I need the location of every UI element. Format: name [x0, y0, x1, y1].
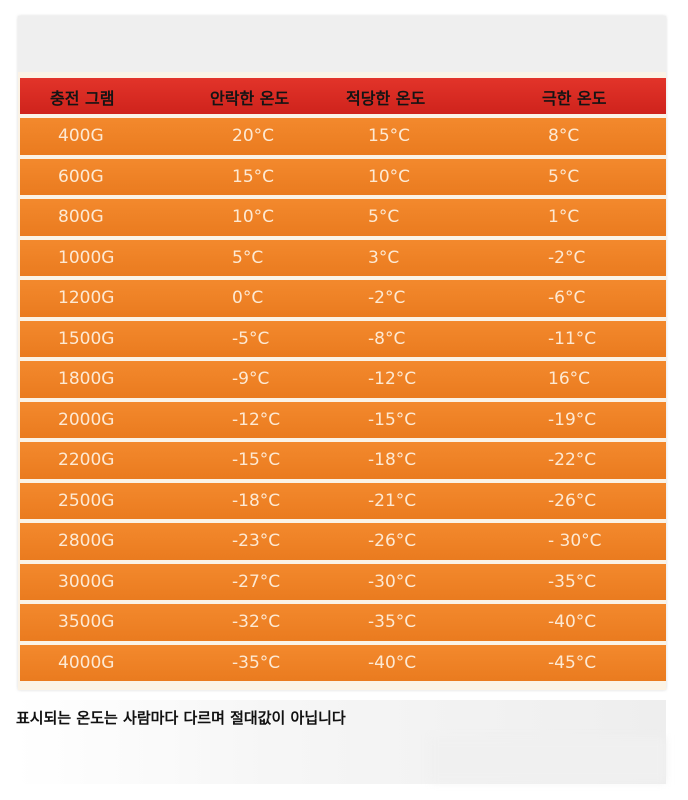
cell-comfort-temp: 15°C: [232, 166, 275, 187]
table-row: 3000G -27°C -30°C -35°C: [20, 563, 666, 600]
cell-extreme-temp: 1°C: [548, 207, 580, 227]
cell-fill-weight: 2000G: [58, 409, 115, 430]
table-row: 800G 10°C 5°C 1°C: [20, 199, 666, 236]
cell-comfort-temp: -27°C: [232, 571, 281, 592]
cell-comfort-temp: 10°C: [232, 207, 275, 227]
table-row: 2500G -18°C -21°C -26°C: [20, 482, 666, 519]
cell-comfort-temp: -23°C: [232, 531, 281, 551]
cell-moderate-temp: -12°C: [368, 369, 417, 389]
cell-moderate-temp: -35°C: [368, 612, 417, 632]
cell-extreme-temp: 5°C: [548, 166, 580, 187]
cell-comfort-temp: 5°C: [232, 247, 264, 268]
top-band: [18, 16, 666, 72]
cell-extreme-temp: 8°C: [548, 126, 580, 146]
table-row: 2800G -23°C -26°C - 30°C: [20, 523, 666, 560]
cell-fill-weight: 2800G: [58, 531, 115, 551]
table-row: 400G 20°C 15°C 8°C: [20, 118, 666, 155]
table-row: 600G 15°C 10°C 5°C: [20, 158, 666, 195]
cell-fill-weight: 3000G: [58, 571, 115, 592]
cell-moderate-temp: -21°C: [368, 490, 417, 511]
table-header-row: 충전 그램 안락한 온도 적당한 온도 극한 온도: [20, 78, 666, 114]
table-row: 1000G 5°C 3°C -2°C: [20, 239, 666, 276]
cell-fill-weight: 2500G: [58, 490, 115, 511]
cell-fill-weight: 800G: [58, 207, 104, 227]
cell-extreme-temp: -19°C: [548, 409, 597, 430]
cell-comfort-temp: -18°C: [232, 490, 281, 511]
cell-fill-weight: 4000G: [58, 652, 115, 673]
cell-moderate-temp: 5°C: [368, 207, 400, 227]
cell-fill-weight: 1500G: [58, 328, 115, 349]
cell-extreme-temp: 16°C: [548, 369, 591, 389]
cell-comfort-temp: 20°C: [232, 126, 275, 146]
cell-extreme-temp: -6°C: [548, 288, 586, 308]
cell-moderate-temp: -40°C: [368, 652, 417, 673]
cell-fill-weight: 1000G: [58, 247, 115, 268]
cell-moderate-temp: -15°C: [368, 409, 417, 430]
cell-moderate-temp: -30°C: [368, 571, 417, 592]
header-extreme-temp: 극한 온도: [542, 89, 607, 108]
header-moderate-temp: 적당한 온도: [346, 89, 426, 108]
cell-fill-weight: 2200G: [58, 450, 115, 470]
cell-comfort-temp: -5°C: [232, 328, 270, 349]
cell-extreme-temp: -11°C: [548, 328, 597, 349]
cell-comfort-temp: -15°C: [232, 450, 281, 470]
header-fill-weight: 충전 그램: [50, 89, 115, 108]
cell-fill-weight: 400G: [58, 126, 104, 146]
table-row: 2200G -15°C -18°C -22°C: [20, 442, 666, 479]
cell-moderate-temp: -26°C: [368, 531, 417, 551]
cell-comfort-temp: -35°C: [232, 652, 281, 673]
cell-moderate-temp: -18°C: [368, 450, 417, 470]
cell-extreme-temp: - 30°C: [548, 531, 602, 551]
cell-extreme-temp: -22°C: [548, 450, 597, 470]
cell-fill-weight: 1200G: [58, 288, 115, 308]
cell-extreme-temp: -45°C: [548, 652, 597, 673]
cell-fill-weight: 1800G: [58, 369, 115, 389]
cell-comfort-temp: 0°C: [232, 288, 264, 308]
header-comfort-temp: 안락한 온도: [210, 89, 290, 108]
table-row: 1800G -9°C -12°C 16°C: [20, 361, 666, 398]
cell-fill-weight: 600G: [58, 166, 104, 187]
cell-extreme-temp: -40°C: [548, 612, 597, 632]
cell-fill-weight: 3500G: [58, 612, 115, 632]
cell-comfort-temp: -32°C: [232, 612, 281, 632]
cell-moderate-temp: -2°C: [368, 288, 406, 308]
cell-extreme-temp: -35°C: [548, 571, 597, 592]
cell-comfort-temp: -9°C: [232, 369, 270, 389]
table-body: 400G 20°C 15°C 8°C 600G 15°C 10°C 5°C 80…: [20, 118, 666, 685]
cell-extreme-temp: -2°C: [548, 247, 586, 268]
table-row: 2000G -12°C -15°C -19°C: [20, 401, 666, 438]
disclaimer-note: 표시되는 온도는 사람마다 다르며 절대값이 아닙니다: [16, 709, 346, 727]
table-row: 4000G -35°C -40°C -45°C: [20, 644, 666, 681]
cell-extreme-temp: -26°C: [548, 490, 597, 511]
cell-comfort-temp: -12°C: [232, 409, 281, 430]
table-row: 1200G 0°C -2°C -6°C: [20, 280, 666, 317]
cell-moderate-temp: 15°C: [368, 126, 411, 146]
table-row: 1500G -5°C -8°C -11°C: [20, 320, 666, 357]
cell-moderate-temp: -8°C: [368, 328, 406, 349]
cell-moderate-temp: 10°C: [368, 166, 411, 187]
cell-moderate-temp: 3°C: [368, 247, 400, 268]
table-row: 3500G -32°C -35°C -40°C: [20, 604, 666, 641]
blurred-area: [430, 738, 666, 782]
